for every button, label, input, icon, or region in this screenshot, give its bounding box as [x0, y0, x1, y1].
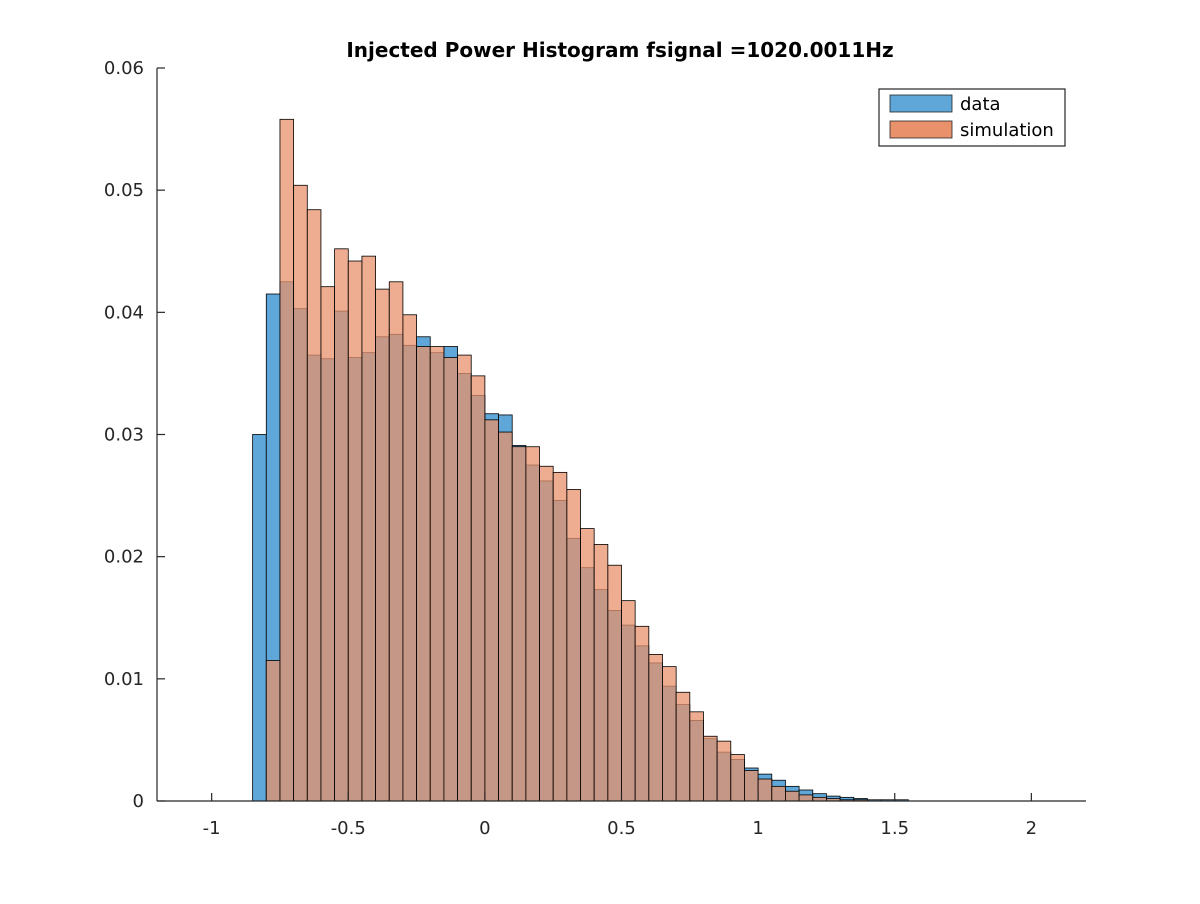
- bar-simulation-22: [552, 471, 568, 802]
- bar-simulation-37: [757, 778, 773, 802]
- bars-layer: [252, 118, 909, 802]
- bar-simulation-25: [593, 544, 609, 802]
- bar-simulation-35: [730, 754, 745, 802]
- bar-simulation-29: [648, 654, 663, 802]
- bar-simulation-39: [785, 790, 800, 802]
- bar-simulation-15: [457, 354, 472, 802]
- bar-simulation-26: [607, 564, 622, 802]
- bar-simulation-32: [689, 711, 704, 802]
- series-simulation: [265, 118, 868, 802]
- bar-simulation-7: [347, 260, 363, 802]
- bar-simulation-4: [306, 209, 322, 802]
- bar-simulation-9: [375, 288, 390, 802]
- chart-title: Injected Power Histogram fsignal =1020.0…: [346, 38, 893, 62]
- legend-swatch-simulation: [889, 120, 953, 139]
- bar-simulation-3: [293, 184, 308, 802]
- bar-simulation-19: [511, 446, 527, 802]
- legend-swatch-data: [889, 94, 953, 113]
- y-tick-label-6: 0.06: [104, 58, 144, 79]
- x-tick-label-5: 1.5: [880, 818, 909, 839]
- bar-simulation-6: [334, 248, 349, 802]
- bar-simulation-23: [566, 489, 581, 802]
- bar-simulation-31: [675, 691, 691, 802]
- bar-simulation-34: [716, 740, 732, 802]
- bar-simulation-8: [361, 255, 376, 802]
- y-tick-label-5: 0.05: [104, 180, 144, 201]
- x-tick-label-3: 0.5: [607, 818, 636, 839]
- bar-simulation-30: [662, 666, 677, 802]
- y-tick-label-3: 0.03: [104, 425, 144, 446]
- bar-simulation-24: [580, 528, 595, 802]
- bar-simulation-20: [525, 446, 540, 802]
- bar-simulation-28: [634, 625, 650, 802]
- bar-simulation-17: [484, 419, 499, 802]
- bar-simulation-27: [621, 600, 636, 802]
- bar-simulation-12: [416, 346, 431, 802]
- bar-simulation-16: [470, 375, 486, 802]
- x-tick-label-0: -1: [203, 818, 221, 839]
- bar-simulation-1: [265, 660, 281, 802]
- bar-simulation-5: [320, 286, 336, 802]
- bar-simulation-2: [279, 118, 295, 802]
- x-tick-label-4: 1: [752, 818, 763, 839]
- bar-simulation-40: [798, 794, 814, 802]
- bar-simulation-13: [429, 346, 445, 802]
- bar-simulation-36: [744, 770, 759, 802]
- bar-simulation-33: [703, 735, 718, 802]
- y-tick-label-0: 0: [133, 791, 144, 812]
- x-tick-label-2: 0: [479, 818, 490, 839]
- y-tick-label-2: 0.02: [104, 547, 144, 568]
- bar-simulation-21: [539, 465, 554, 802]
- bar-simulation-38: [771, 785, 786, 802]
- bar-simulation-18: [498, 431, 513, 802]
- axes-layer: 0 0.01 0.02 0.03 0.04 0.05 0.06 -1 -0.5 0 0.5 1 1.5 2: [104, 58, 1086, 839]
- x-tick-label-6: 2: [1026, 818, 1037, 839]
- legend-label-data: data: [960, 94, 1001, 115]
- legend-label-simulation: simulation: [960, 120, 1054, 141]
- legend: data simulation: [878, 88, 1066, 147]
- x-tick-label-1: -0.5: [331, 818, 366, 839]
- bar-data-0: [252, 434, 267, 802]
- y-tick-label-1: 0.01: [104, 669, 144, 690]
- bar-simulation-11: [402, 314, 417, 802]
- bar-simulation-14: [443, 357, 458, 802]
- bar-simulation-10: [388, 281, 404, 802]
- y-tick-label-4: 0.04: [104, 302, 144, 323]
